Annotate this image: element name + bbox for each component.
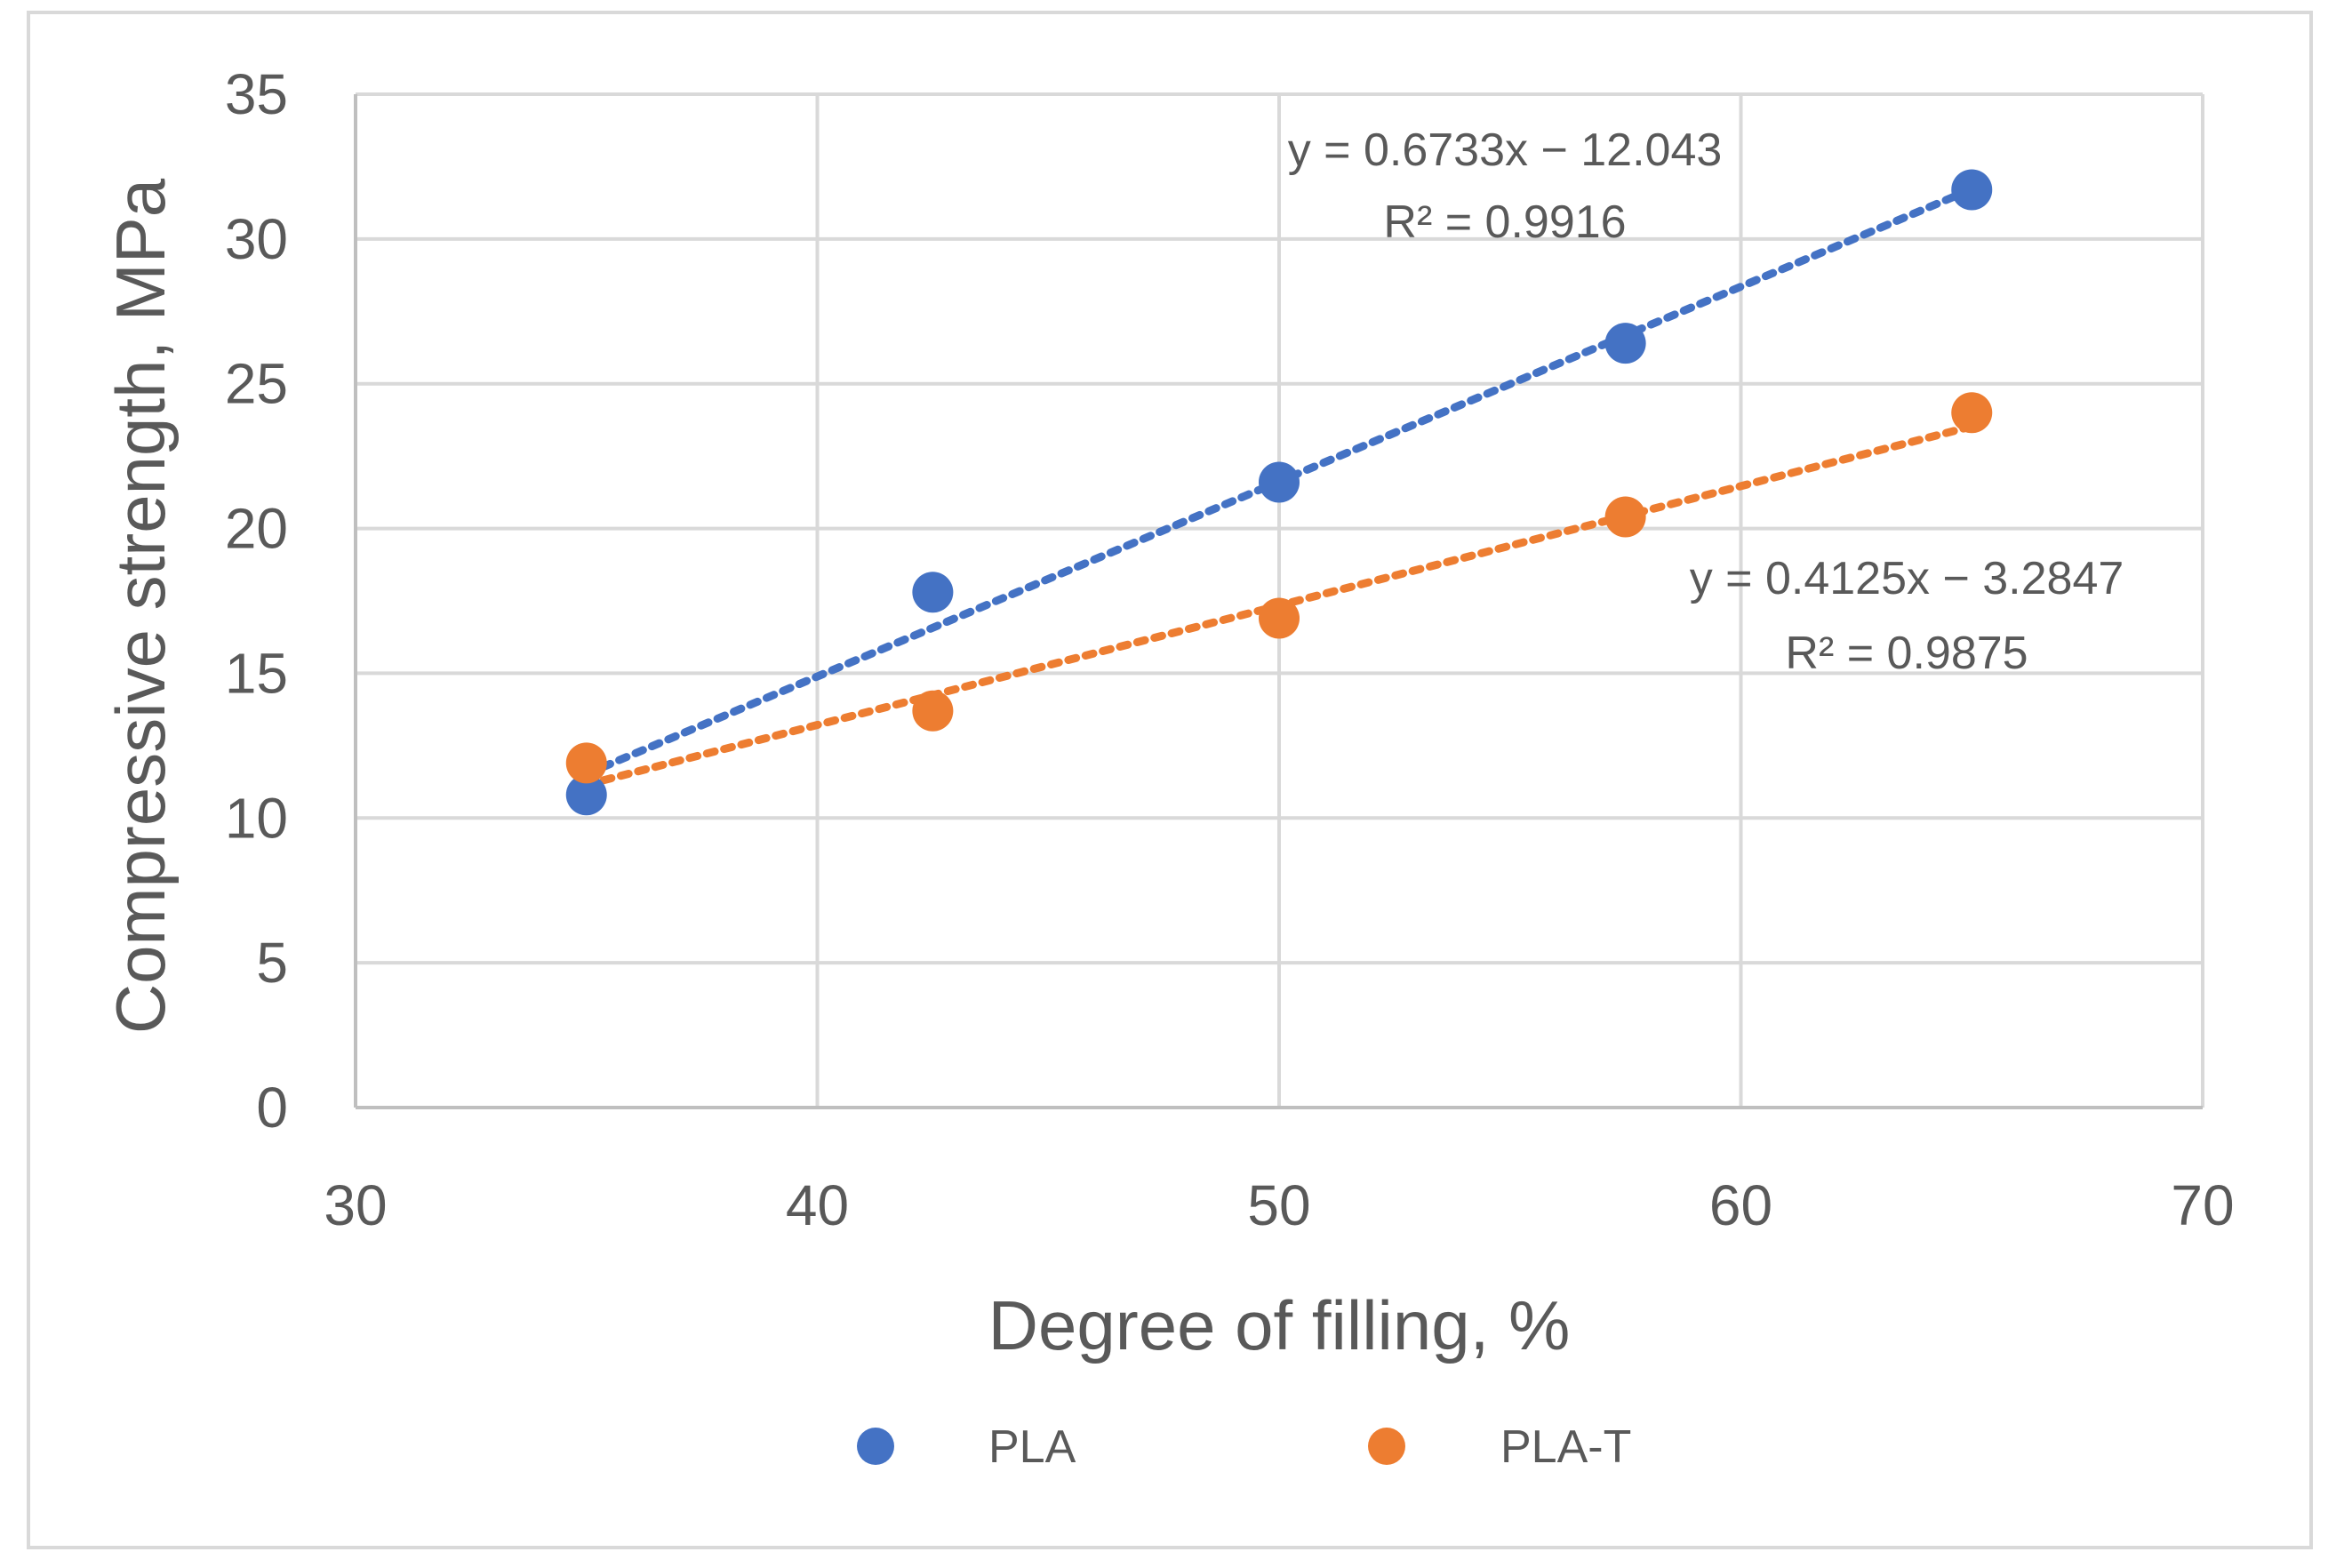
point-pla: [565, 774, 607, 816]
pla-trendline-r2: R² = 0.9916: [1383, 196, 1626, 248]
y-tick-label: 35: [225, 62, 288, 126]
point-pla: [1259, 461, 1300, 503]
chart-border: [27, 11, 2313, 1549]
point-pla: [912, 572, 954, 613]
legend-label-pla-t: PLA-T: [1500, 1421, 1631, 1473]
legend-marker-pla-t: [1368, 1428, 1405, 1465]
pla-t-trendline-equation: y = 0.4125x − 3.2847: [1690, 553, 2124, 604]
legend-marker-pla: [857, 1428, 894, 1465]
point-pla-t: [1951, 392, 1993, 434]
point-pla: [1951, 169, 1993, 211]
x-tick-label: 70: [2171, 1173, 2234, 1237]
legend-label-pla: PLA: [988, 1421, 1076, 1473]
labels: Degree of filling, % Compressive strengt…: [101, 124, 2124, 1364]
pla-trendline-equation: y = 0.6733x − 12.043: [1288, 124, 1723, 176]
y-tick-label: 5: [256, 931, 288, 995]
y-tick-label: 25: [225, 352, 288, 416]
x-axis-title: Degree of filling, %: [988, 1286, 1571, 1364]
pla-t-trendline-r2: R² = 0.9875: [1785, 628, 2028, 679]
point-pla-t: [912, 690, 954, 732]
axes: 0 5 10 15 20 25 30 35 30 40 50 60 70: [225, 62, 2235, 1237]
x-tick-label: 60: [1709, 1173, 1772, 1237]
point-pla-t: [565, 742, 607, 784]
y-axis-title: Compressive strength, MPa: [101, 178, 180, 1034]
point-pla: [1604, 323, 1646, 364]
point-pla-t: [1604, 496, 1646, 538]
x-tick-label: 40: [786, 1173, 849, 1237]
y-tick-label: 0: [256, 1076, 288, 1140]
y-tick-label: 30: [225, 207, 288, 271]
y-tick-label: 10: [225, 786, 288, 850]
x-tick-label: 50: [1247, 1173, 1310, 1237]
x-tick-label: 30: [324, 1173, 387, 1237]
legend: PLA PLA-T: [857, 1421, 1631, 1473]
data-points: [565, 169, 1993, 816]
point-pla-t: [1259, 597, 1300, 639]
y-tick-label: 20: [225, 497, 288, 561]
y-tick-label: 15: [225, 641, 288, 705]
